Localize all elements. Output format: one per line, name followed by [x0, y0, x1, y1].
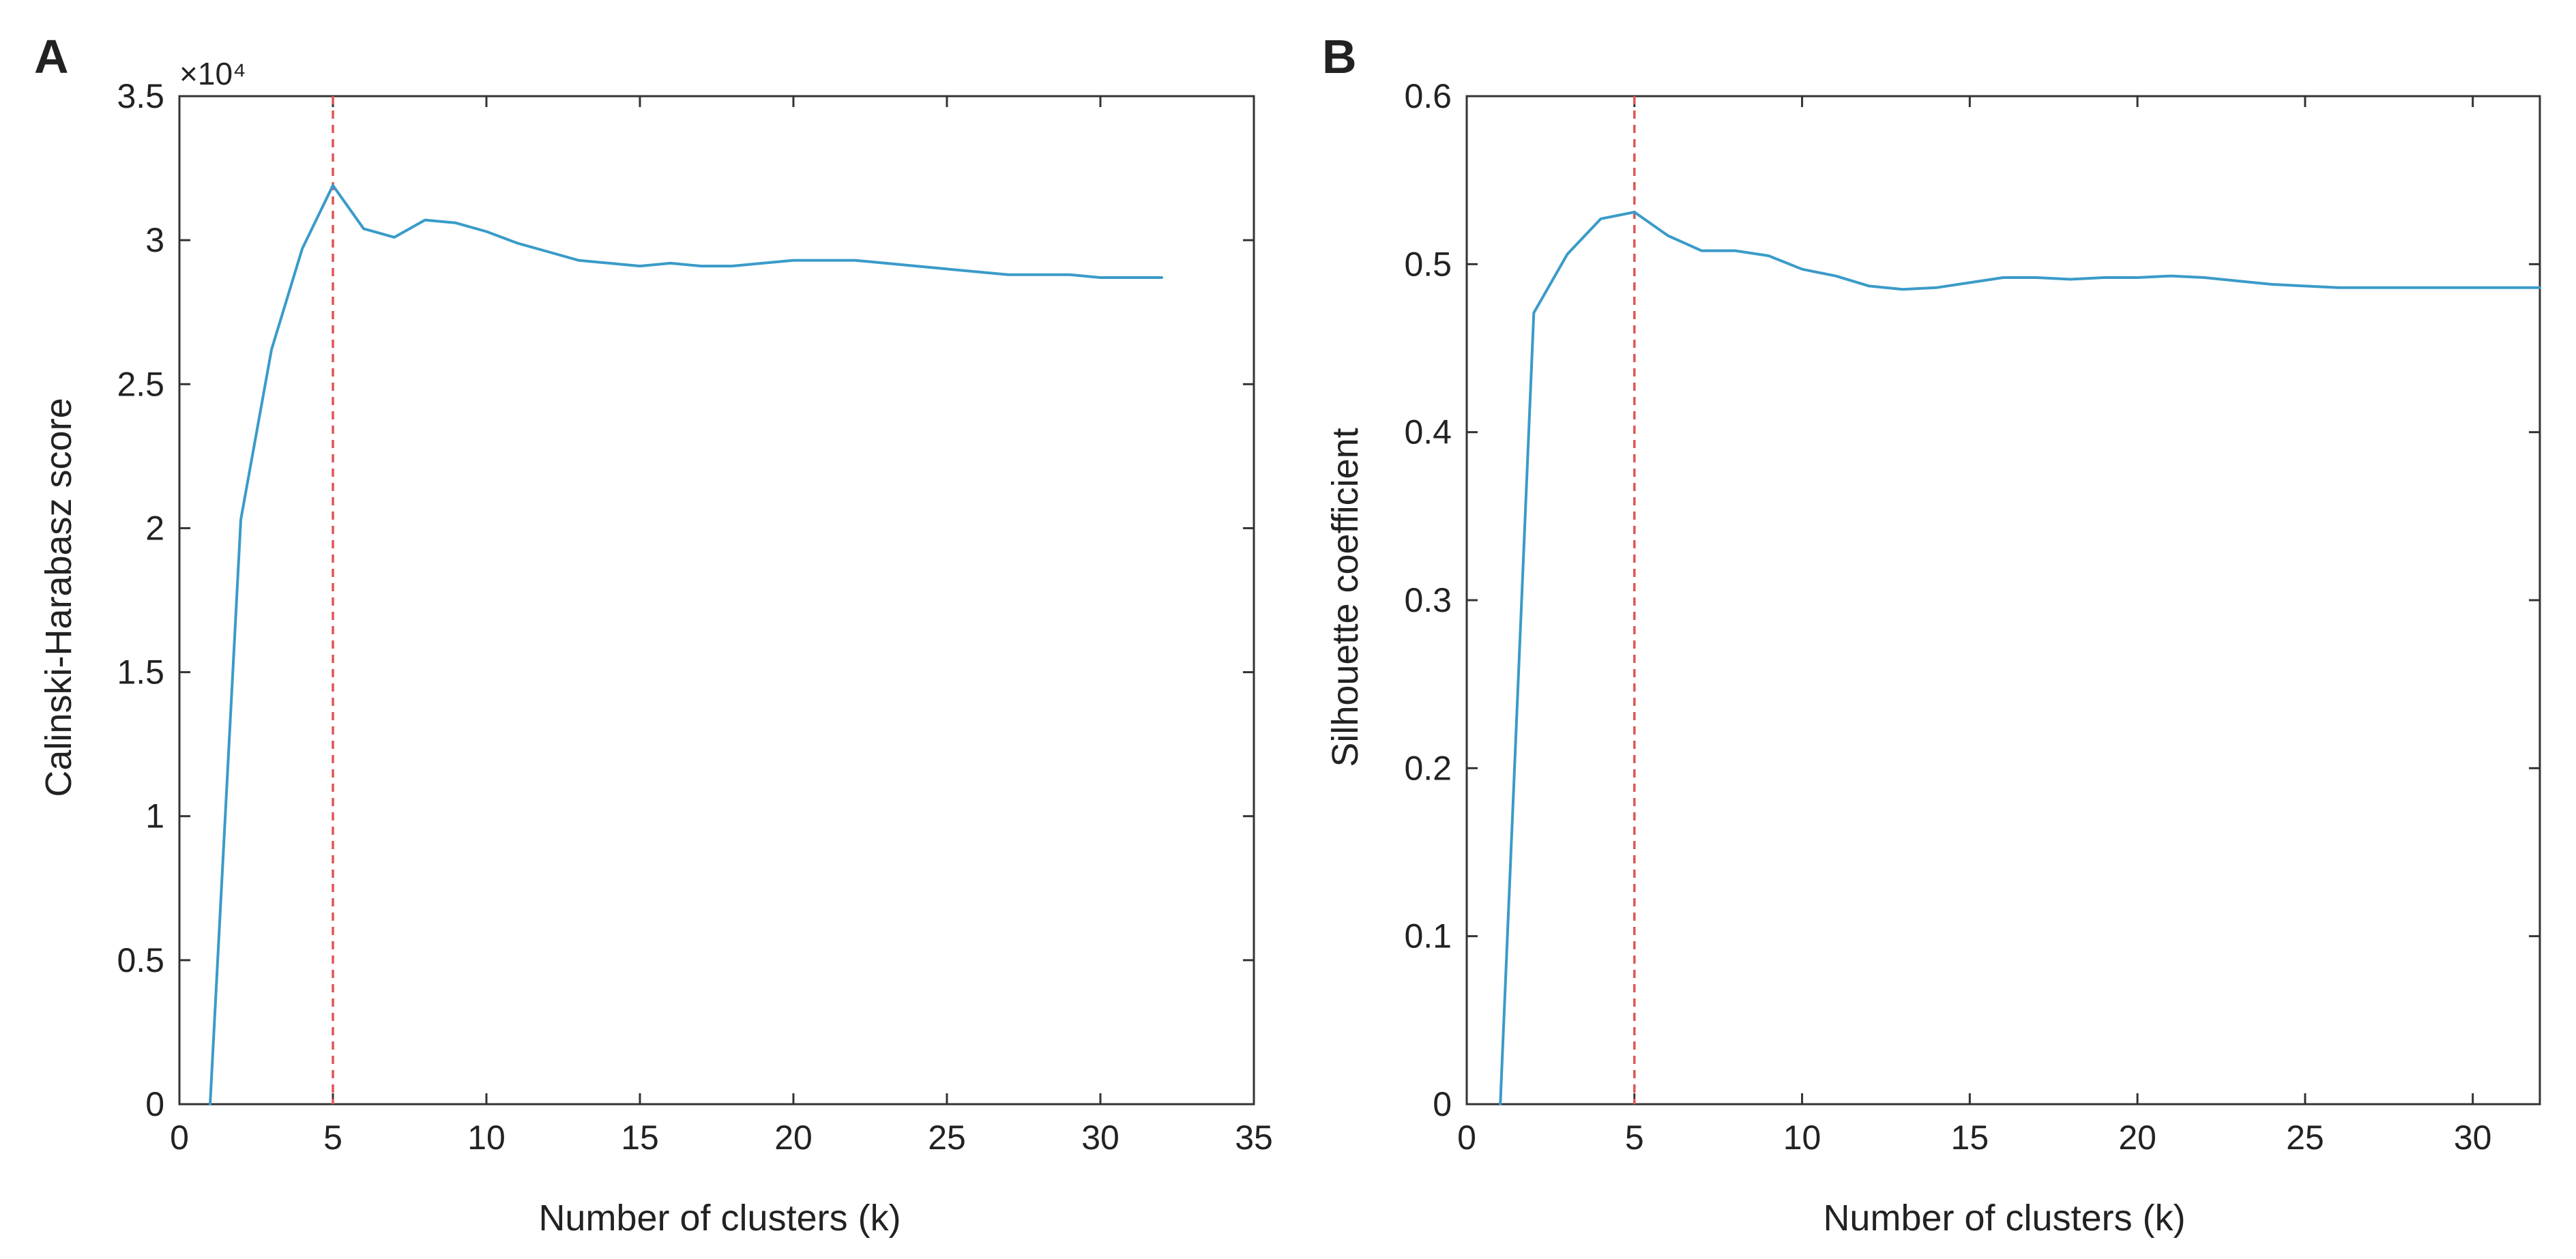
panel-a-x-tick-label: 25 — [928, 1119, 966, 1157]
panel-a-x-tick-label: 30 — [1081, 1119, 1119, 1157]
panel-b-x-tick-label: 10 — [1783, 1119, 1821, 1157]
panel-a-exponent-label: ×10⁴ — [179, 56, 246, 91]
panel-a-letter: A — [34, 30, 69, 83]
panel-b-x-axis-title: Number of clusters (k) — [1823, 1198, 2185, 1239]
panel-b-x-tick-label: 5 — [1625, 1119, 1644, 1157]
panel-b-x-tick-label: 20 — [2118, 1119, 2156, 1157]
panel-b-y-tick-label: 0 — [1433, 1085, 1452, 1123]
panel-a-y-tick-label: 1 — [145, 797, 164, 835]
panel-a-x-tick-label: 15 — [621, 1119, 659, 1157]
panel-a-y-axis-title: Calinski-Harabasz score — [38, 398, 79, 797]
panel-a-x-axis-title: Number of clusters (k) — [538, 1198, 901, 1239]
panel-b-x-tick-label: 25 — [2286, 1119, 2324, 1157]
panel-a-y-tick-label: 0 — [145, 1085, 164, 1123]
panel-b-y-tick-label: 0.5 — [1404, 245, 1452, 283]
panel-b-x-tick-label: 15 — [1951, 1119, 1989, 1157]
panel-b-series-line — [1499, 211, 2541, 1106]
panel-a-y-tick-label: 3 — [145, 221, 164, 259]
panel-b-letter: B — [1322, 30, 1357, 83]
panel-b-y-tick-label: 0.6 — [1404, 77, 1452, 115]
panel-b-y-tick-label: 0.2 — [1404, 749, 1452, 787]
panel-a-x-tick-label: 0 — [170, 1119, 189, 1157]
panel-a-y-tick-label: 0.5 — [117, 941, 164, 979]
panel-b-x-tick-label: 30 — [2454, 1119, 2492, 1157]
panel-a-x-tick-label: 20 — [774, 1119, 813, 1157]
panel-b-y-tick-label: 0.3 — [1404, 581, 1452, 619]
panel-a-x-tick-label: 5 — [323, 1119, 342, 1157]
panel-a-plot-frame — [178, 95, 1255, 1106]
panel-a-x-tick-label: 10 — [467, 1119, 506, 1157]
panel-b-y-tick-label: 0.4 — [1404, 413, 1452, 451]
panel-b-y-axis-title: Silhouette coefficient — [1325, 428, 1366, 767]
panel-b-x-tick-label: 0 — [1457, 1119, 1476, 1157]
panel-a-y-tick-label: 3.5 — [117, 77, 164, 115]
panel-b-y-tick-label: 0.1 — [1404, 917, 1452, 956]
panel-a-y-tick-label: 1.5 — [117, 653, 164, 692]
panel-a-series-line — [209, 183, 1163, 1106]
panel-a-x-tick-label: 35 — [1235, 1119, 1273, 1157]
panel-a-y-tick-label: 2 — [145, 509, 164, 547]
panel-a-chart: A ×10⁴ Number of clusters (k) Calinski-H… — [34, 30, 1273, 1239]
panel-b-chart: B Number of clusters (k) Silhouette coef… — [1322, 30, 2541, 1239]
panel-a-y-tick-label: 2.5 — [117, 365, 164, 403]
